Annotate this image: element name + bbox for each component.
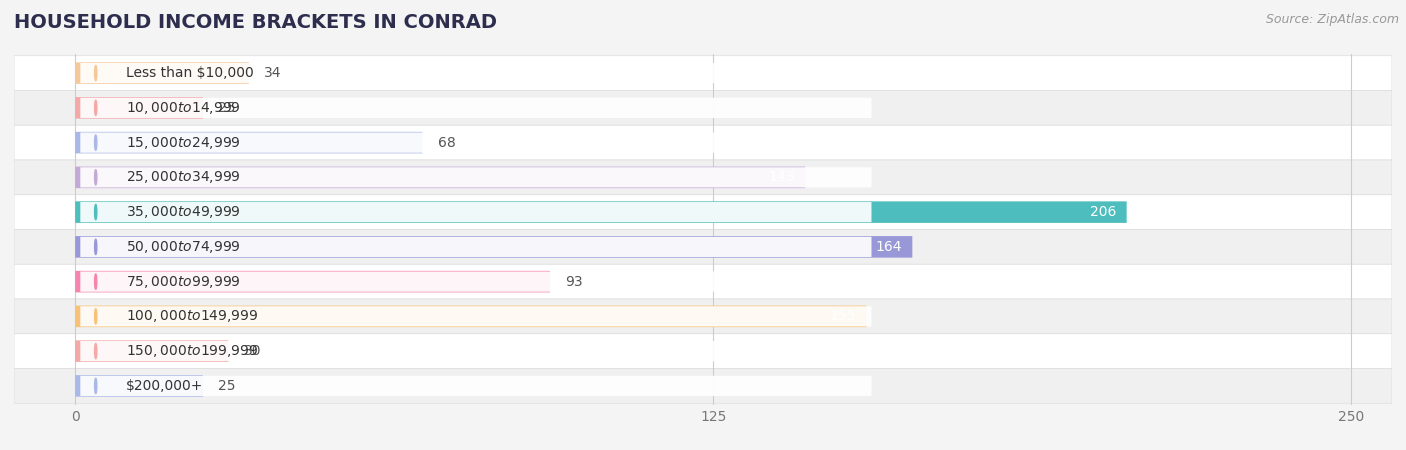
FancyBboxPatch shape xyxy=(80,132,872,153)
FancyBboxPatch shape xyxy=(80,63,872,83)
Text: Source: ZipAtlas.com: Source: ZipAtlas.com xyxy=(1265,14,1399,27)
FancyBboxPatch shape xyxy=(75,236,912,258)
FancyBboxPatch shape xyxy=(75,166,806,188)
FancyBboxPatch shape xyxy=(75,375,202,396)
Circle shape xyxy=(94,65,97,81)
Text: 93: 93 xyxy=(565,274,583,288)
FancyBboxPatch shape xyxy=(75,97,202,119)
FancyBboxPatch shape xyxy=(14,369,1392,403)
FancyBboxPatch shape xyxy=(14,230,1392,264)
Text: 68: 68 xyxy=(437,135,456,149)
FancyBboxPatch shape xyxy=(80,202,872,222)
Text: $50,000 to $74,999: $50,000 to $74,999 xyxy=(127,239,240,255)
Text: 164: 164 xyxy=(876,240,903,254)
Circle shape xyxy=(94,135,97,150)
FancyBboxPatch shape xyxy=(80,167,872,188)
Circle shape xyxy=(94,378,97,394)
FancyBboxPatch shape xyxy=(14,334,1392,369)
Text: 143: 143 xyxy=(769,171,794,184)
FancyBboxPatch shape xyxy=(80,376,872,396)
FancyBboxPatch shape xyxy=(14,195,1392,230)
FancyBboxPatch shape xyxy=(14,160,1392,195)
FancyBboxPatch shape xyxy=(80,237,872,257)
FancyBboxPatch shape xyxy=(14,264,1392,299)
FancyBboxPatch shape xyxy=(80,98,872,118)
Text: 34: 34 xyxy=(264,66,281,80)
Circle shape xyxy=(94,100,97,116)
Text: 25: 25 xyxy=(218,379,236,393)
FancyBboxPatch shape xyxy=(75,340,229,362)
Circle shape xyxy=(94,309,97,324)
FancyBboxPatch shape xyxy=(75,132,422,153)
Circle shape xyxy=(94,274,97,289)
Text: 155: 155 xyxy=(830,310,856,324)
FancyBboxPatch shape xyxy=(14,90,1392,125)
FancyBboxPatch shape xyxy=(80,271,872,292)
FancyBboxPatch shape xyxy=(14,299,1392,334)
FancyBboxPatch shape xyxy=(14,56,1392,90)
Text: Less than $10,000: Less than $10,000 xyxy=(127,66,254,80)
Text: 25: 25 xyxy=(218,101,236,115)
Text: HOUSEHOLD INCOME BRACKETS IN CONRAD: HOUSEHOLD INCOME BRACKETS IN CONRAD xyxy=(14,14,498,32)
FancyBboxPatch shape xyxy=(75,63,249,84)
FancyBboxPatch shape xyxy=(75,271,550,292)
Text: $200,000+: $200,000+ xyxy=(127,379,204,393)
FancyBboxPatch shape xyxy=(75,306,866,327)
Text: $25,000 to $34,999: $25,000 to $34,999 xyxy=(127,169,240,185)
FancyBboxPatch shape xyxy=(14,125,1392,160)
Circle shape xyxy=(94,239,97,255)
Circle shape xyxy=(94,343,97,359)
Text: $10,000 to $14,999: $10,000 to $14,999 xyxy=(127,100,240,116)
FancyBboxPatch shape xyxy=(80,341,872,361)
Text: 30: 30 xyxy=(243,344,262,358)
FancyBboxPatch shape xyxy=(75,201,1126,223)
Text: $150,000 to $199,999: $150,000 to $199,999 xyxy=(127,343,259,359)
Text: $35,000 to $49,999: $35,000 to $49,999 xyxy=(127,204,240,220)
Text: $15,000 to $24,999: $15,000 to $24,999 xyxy=(127,135,240,151)
Circle shape xyxy=(94,170,97,185)
Circle shape xyxy=(94,204,97,220)
Text: 206: 206 xyxy=(1090,205,1116,219)
FancyBboxPatch shape xyxy=(80,306,872,327)
Text: $100,000 to $149,999: $100,000 to $149,999 xyxy=(127,308,259,324)
Text: $75,000 to $99,999: $75,000 to $99,999 xyxy=(127,274,240,290)
